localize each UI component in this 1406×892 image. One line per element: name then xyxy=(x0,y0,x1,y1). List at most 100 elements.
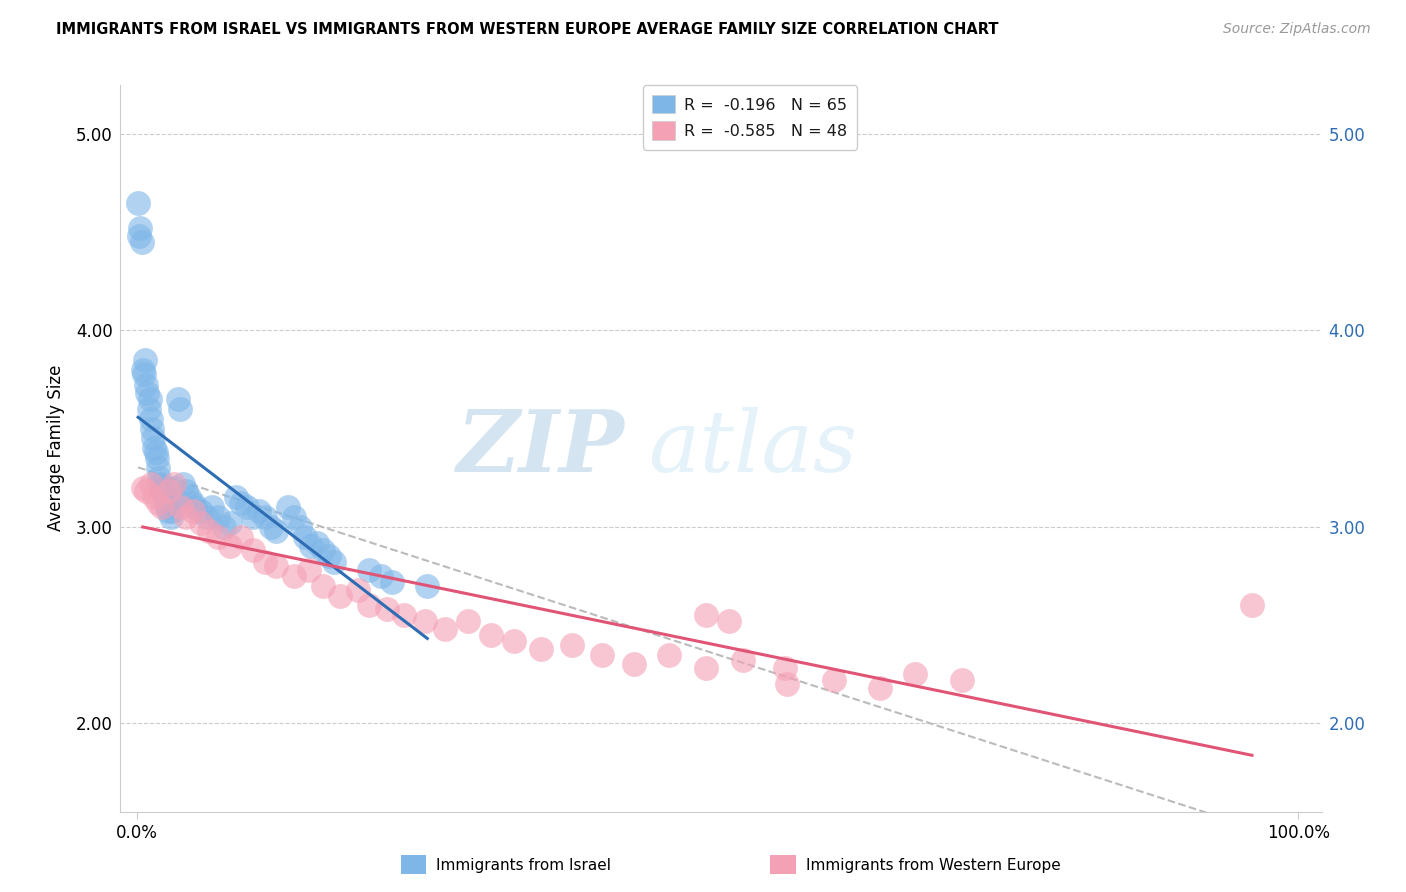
Point xyxy=(129,221,152,235)
Point xyxy=(135,378,157,392)
Point xyxy=(266,524,288,538)
Point xyxy=(190,504,212,518)
Point xyxy=(298,563,321,577)
Point xyxy=(479,628,502,642)
Point xyxy=(503,633,526,648)
Point xyxy=(375,602,398,616)
Point xyxy=(623,657,645,672)
Point xyxy=(591,648,613,662)
Point xyxy=(218,516,240,530)
Point xyxy=(139,476,162,491)
Point xyxy=(695,661,717,675)
Point xyxy=(181,504,204,518)
Point xyxy=(359,563,381,577)
Text: Immigrants from Western Europe: Immigrants from Western Europe xyxy=(806,858,1060,872)
Point xyxy=(346,582,368,597)
Point xyxy=(904,667,927,681)
Point xyxy=(323,555,346,569)
Point xyxy=(153,491,176,505)
Point xyxy=(305,535,328,549)
Point xyxy=(152,481,174,495)
Point xyxy=(253,510,276,524)
Point xyxy=(135,484,157,499)
Point xyxy=(179,491,201,505)
Point xyxy=(247,504,270,518)
Point xyxy=(231,530,253,544)
Point xyxy=(318,549,340,564)
Point xyxy=(150,481,173,495)
Point xyxy=(156,500,179,515)
Point xyxy=(174,510,197,524)
Point xyxy=(174,484,197,499)
Point xyxy=(381,574,404,589)
Point xyxy=(142,431,165,445)
Point xyxy=(329,589,352,603)
Point xyxy=(259,520,281,534)
Point xyxy=(143,442,166,456)
Point xyxy=(146,496,169,510)
Point xyxy=(457,614,479,628)
Point xyxy=(139,411,162,425)
Point xyxy=(283,569,305,583)
Point xyxy=(236,500,259,515)
Point xyxy=(207,530,229,544)
Point xyxy=(288,520,311,534)
Point xyxy=(312,543,335,558)
Point xyxy=(695,608,717,623)
Point xyxy=(198,524,221,538)
Point xyxy=(266,559,288,574)
Point xyxy=(253,555,276,569)
Point xyxy=(160,504,183,518)
Point xyxy=(416,579,439,593)
Y-axis label: Average Family Size: Average Family Size xyxy=(46,365,65,532)
Text: Immigrants from Israel: Immigrants from Israel xyxy=(436,858,610,872)
Point xyxy=(141,421,163,435)
Point xyxy=(195,510,218,524)
Point xyxy=(163,481,186,495)
Point xyxy=(148,471,170,485)
Point xyxy=(773,661,796,675)
Text: IMMIGRANTS FROM ISRAEL VS IMMIGRANTS FROM WESTERN EUROPE AVERAGE FAMILY SIZE COR: IMMIGRANTS FROM ISRAEL VS IMMIGRANTS FRO… xyxy=(56,22,998,37)
Point xyxy=(299,540,322,554)
Point xyxy=(138,401,160,416)
Text: Source: ZipAtlas.com: Source: ZipAtlas.com xyxy=(1223,22,1371,37)
Point xyxy=(131,235,153,249)
Point xyxy=(1240,599,1263,613)
Point xyxy=(530,641,553,656)
Point xyxy=(242,510,264,524)
Point xyxy=(283,510,305,524)
Point xyxy=(159,496,181,510)
Point xyxy=(155,496,177,510)
Point xyxy=(950,673,973,687)
Point xyxy=(132,481,155,495)
Point xyxy=(170,500,193,515)
Point xyxy=(166,392,188,406)
Point xyxy=(359,599,381,613)
Point xyxy=(172,476,194,491)
Point xyxy=(127,195,149,210)
Point xyxy=(190,516,212,530)
Point xyxy=(823,673,845,687)
Point xyxy=(201,500,224,515)
Point xyxy=(433,622,456,636)
Point xyxy=(159,510,181,524)
Text: ZIP: ZIP xyxy=(457,407,624,490)
Point xyxy=(145,445,167,459)
Point xyxy=(869,681,891,695)
Point xyxy=(134,352,156,367)
Point xyxy=(146,461,169,475)
Text: atlas: atlas xyxy=(648,407,858,490)
Point xyxy=(718,614,741,628)
Point xyxy=(392,608,415,623)
Point xyxy=(152,500,174,515)
Point xyxy=(218,540,240,554)
Point xyxy=(733,653,755,667)
Point xyxy=(561,638,583,652)
Point xyxy=(169,401,191,416)
Point xyxy=(145,451,167,466)
Point xyxy=(143,491,166,505)
Point xyxy=(132,362,155,376)
Point xyxy=(242,543,264,558)
Point xyxy=(231,496,253,510)
Point xyxy=(776,677,799,691)
